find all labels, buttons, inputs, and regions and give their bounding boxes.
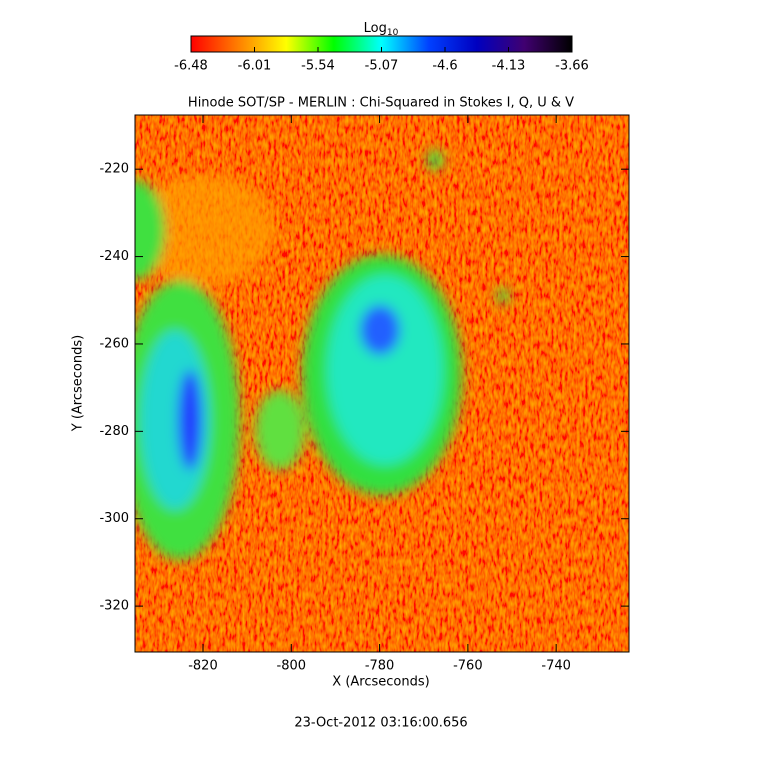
x-tick-label: -800 (277, 659, 307, 674)
x-axis-label: X (Arcseconds) (332, 675, 429, 690)
heatmap-features (135, 150, 509, 560)
y-tick-label: -280 (99, 424, 129, 439)
colorbar-tick-label: -4.6 (432, 59, 457, 74)
chart-title: Hinode SOT/SP - MERLIN : Chi-Squared in … (188, 96, 574, 111)
colorbar-tick-label: -6.48 (174, 59, 208, 74)
y-tick-label: -300 (99, 511, 129, 526)
y-tick-label: -240 (99, 249, 129, 264)
x-tick-label: -820 (188, 659, 218, 674)
y-tick-label: -320 (99, 599, 129, 614)
colorbar-tick-label: -5.54 (301, 59, 335, 74)
colorbar-label-subscript: 10 (387, 28, 399, 38)
colorbar-tick-label: -3.66 (555, 59, 589, 74)
x-tick-label: -780 (365, 659, 395, 674)
footer-timestamp: 23-Oct-2012 03:16:00.656 (294, 716, 467, 731)
y-axis-label: Y (Arcseconds) (71, 335, 86, 432)
heatmap-image (135, 115, 629, 652)
y-tick-label: -260 (99, 336, 129, 351)
colorbar-tick-label: -5.07 (365, 59, 399, 74)
colorbar-label-base: Log (364, 21, 387, 36)
colorbar-label: Log10 (364, 21, 399, 38)
y-tick-label: -220 (99, 162, 129, 177)
plot-frame (134, 114, 630, 653)
colorbar-tick-label: -6.01 (238, 59, 272, 74)
colorbar-tick-label: -4.13 (492, 59, 526, 74)
x-tick-label: -760 (453, 659, 483, 674)
x-tick-label: -740 (541, 659, 571, 674)
